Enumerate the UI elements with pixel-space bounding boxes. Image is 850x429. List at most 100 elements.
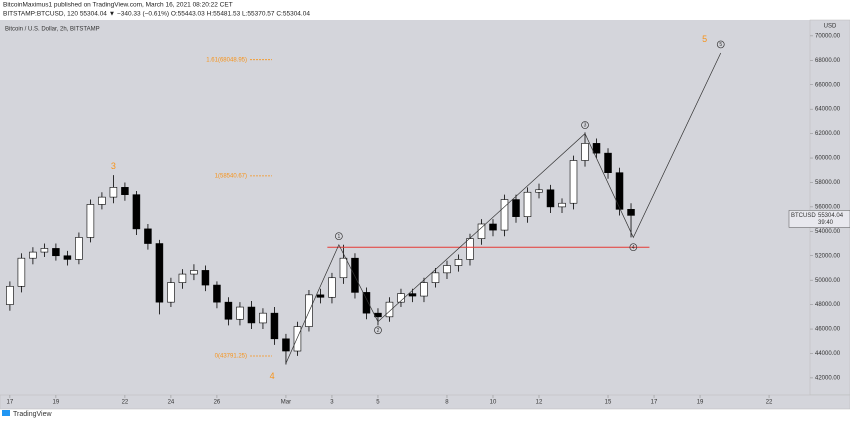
x-tick-label: 8: [445, 400, 449, 406]
candle-body: [247, 306, 256, 324]
price-symbol: BTCUSD: [791, 213, 816, 219]
brand: TradingView: [13, 411, 52, 418]
candle-body: [17, 257, 26, 287]
wave-count: 1: [337, 234, 340, 240]
candle-body: [385, 301, 394, 318]
candle-body: [52, 248, 60, 257]
x-tick-label: 19: [53, 400, 60, 406]
candle-body: [282, 338, 290, 352]
y-tick-label: 48000.00: [815, 302, 841, 308]
candle-body: [121, 187, 129, 195]
candle-body: [615, 172, 624, 210]
wave-count: 4: [632, 245, 635, 251]
candle-body: [224, 301, 233, 320]
candle-body: [512, 199, 520, 217]
candle-body: [86, 204, 95, 238]
candle-body: [155, 243, 164, 303]
candle-body: [477, 223, 486, 239]
x-tick-label: 19: [697, 400, 704, 406]
x-tick-label: 10: [490, 400, 497, 406]
degree-label: 3: [111, 161, 116, 171]
logo: [2, 410, 10, 416]
price-axis: [809, 19, 850, 396]
y-tick-label: 56000.00: [815, 204, 841, 210]
y-tick-label: 60000.00: [815, 156, 841, 162]
candle-body: [466, 238, 474, 260]
candle-body: [443, 265, 451, 274]
candle-body: [328, 277, 336, 298]
candle-body: [98, 196, 106, 205]
x-tick-label: 22: [766, 400, 773, 406]
wave-count: 3: [584, 123, 587, 129]
candle-body: [558, 202, 566, 208]
degree-label: 4: [270, 371, 275, 381]
header-bar: [0, 0, 850, 20]
plot-area: [0, 20, 810, 395]
candle-body: [259, 312, 267, 324]
candle-body: [270, 312, 279, 340]
candle-body: [29, 251, 37, 259]
y-tick-label: 52000.00: [815, 253, 841, 259]
y-tick-label: 44000.00: [815, 351, 841, 357]
fib-label: 1.61(68048.95): [206, 57, 247, 63]
countdown: 39:40: [818, 220, 834, 226]
y-tick-label: 42000.00: [815, 375, 841, 381]
x-tick-label: Mar: [281, 400, 291, 406]
wave-circle: [374, 326, 382, 335]
x-tick-label: 22: [122, 400, 129, 406]
candle-body: [236, 306, 244, 320]
y-tick-label: 62000.00: [815, 131, 841, 137]
candle-body: [293, 326, 302, 352]
degree-label: 5: [702, 34, 707, 44]
y-tick-label: 66000.00: [815, 82, 841, 88]
x-tick-label: 5: [376, 400, 380, 406]
y-tick-label: 46000.00: [815, 327, 841, 333]
candle-body: [178, 273, 187, 283]
candle-body: [627, 209, 635, 216]
candle-body: [305, 294, 313, 327]
symbol-line: BITSTAMP:BTCUSD, 120 55304.04 ▼ −340.33 …: [3, 11, 310, 18]
candle-body: [569, 160, 578, 204]
candle-body: [316, 294, 325, 298]
x-tick-label: 17: [651, 400, 658, 406]
candle-body: [546, 189, 555, 208]
candle-body: [523, 191, 532, 217]
y-tick-label: 58000.00: [815, 180, 841, 186]
candle-body: [592, 143, 601, 154]
candle-body: [167, 282, 175, 303]
candle-body: [75, 237, 83, 260]
candle-body: [6, 285, 14, 305]
y-tick-label: 54000.00: [815, 229, 841, 235]
candle-body: [500, 199, 509, 231]
fib-label: 0(43791.25): [215, 354, 247, 360]
candle-body: [40, 248, 49, 253]
candle-body: [201, 270, 210, 286]
candle-body: [604, 152, 612, 173]
fib-label: 1(58540.67): [215, 173, 247, 179]
y-tick-label: 68000.00: [815, 58, 841, 64]
wave-circle: [716, 40, 725, 49]
candle-body: [454, 259, 463, 266]
candle-body: [132, 194, 141, 230]
candle-body: [362, 292, 371, 314]
wave-circle: [581, 121, 589, 129]
x-tick-label: 12: [536, 400, 543, 406]
candle-body: [339, 257, 348, 279]
x-tick-label: 3: [330, 400, 334, 406]
wave-circle: [335, 232, 343, 241]
candle-body: [420, 282, 428, 297]
y-tick-label: 50000.00: [815, 278, 841, 284]
candle-body: [535, 189, 543, 193]
publisher: BitcoinMaximus1 published on TradingView…: [3, 2, 233, 9]
candle-body: [581, 143, 589, 161]
candle-body: [190, 270, 198, 275]
y-tick-label: 70000.00: [815, 33, 841, 39]
chart-title: Bitcoin / U.S. Dollar, 2h, BITSTAMP: [5, 27, 100, 33]
candle-body: [109, 187, 118, 198]
wave-path: [285, 52, 722, 364]
x-tick-label: 24: [168, 400, 175, 406]
candle-body: [489, 223, 497, 231]
wave-circle: [629, 243, 638, 252]
